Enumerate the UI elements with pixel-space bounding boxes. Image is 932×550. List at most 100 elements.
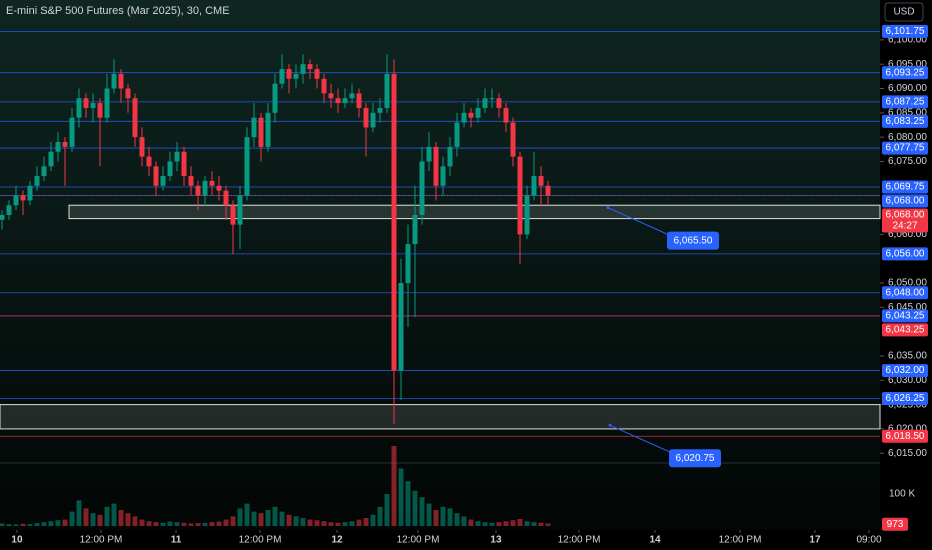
volume-bar — [69, 511, 75, 526]
y-tick-label: 6,020.00 — [888, 424, 927, 435]
volume-bar — [258, 513, 264, 526]
candle-body — [0, 214, 5, 220]
volume-bar — [125, 513, 131, 526]
volume-bar — [391, 446, 397, 526]
plot-background — [0, 0, 880, 530]
volume-bar — [0, 523, 5, 526]
candle-body — [293, 73, 299, 79]
candle-body — [167, 161, 173, 177]
time-axis — [0, 530, 880, 550]
candle-body — [496, 98, 502, 108]
level-label: 6,083.25 — [886, 116, 925, 127]
candle-body — [482, 98, 488, 108]
volume-bar — [524, 521, 530, 526]
volume-bar — [496, 522, 502, 526]
candle-body — [27, 185, 33, 201]
volume-bar — [27, 524, 33, 526]
candle-body — [188, 176, 194, 186]
volume-bar — [349, 521, 355, 526]
volume-bar — [230, 516, 236, 526]
candle-body — [391, 73, 397, 371]
volume-bar — [55, 520, 61, 526]
level-label: 6,056.00 — [886, 248, 925, 259]
level-badge — [882, 392, 928, 406]
y-tick-label: 6,085.00 — [888, 107, 927, 118]
candle-body — [426, 146, 432, 162]
candle-body — [48, 151, 54, 167]
volume-bar — [405, 481, 411, 526]
currency-button[interactable] — [884, 2, 924, 22]
level-label: 6,068.00 — [886, 196, 925, 207]
level-badge — [882, 247, 928, 261]
volume-bar — [475, 521, 481, 526]
volume-tick-label: 100 K — [889, 489, 915, 500]
x-tick-label: 09:00 — [856, 535, 881, 546]
volume-bar — [510, 520, 516, 526]
volume-bar — [6, 524, 12, 526]
y-tick-label: 6,035.00 — [888, 351, 927, 362]
candle-body — [153, 166, 159, 186]
volume-bar — [48, 521, 54, 526]
y-tick-label: 6,030.00 — [888, 375, 927, 386]
candle-body — [216, 185, 222, 191]
candle-body — [342, 98, 348, 104]
x-tick-label: 12:00 PM — [719, 535, 762, 546]
level-label: 6,101.75 — [886, 26, 925, 37]
candle-body — [90, 103, 96, 108]
level-badge — [882, 323, 928, 337]
y-tick-label: 6,095.00 — [888, 59, 927, 70]
candle-body — [405, 244, 411, 284]
candle-body — [69, 117, 75, 147]
volume-bar — [272, 506, 278, 526]
candle-body — [174, 151, 180, 162]
volume-bar — [251, 511, 257, 526]
candle-body — [146, 156, 152, 167]
candle-body — [244, 137, 250, 196]
level-badge — [882, 194, 928, 208]
level-label: 6,043.25 — [886, 325, 925, 336]
y-tick-label: 6,045.00 — [888, 302, 927, 313]
level-label: 6,077.75 — [886, 143, 925, 154]
level-badge — [882, 429, 928, 443]
countdown: 24:27 — [892, 221, 917, 232]
current-price-badge — [882, 208, 928, 233]
volume-bar — [426, 503, 432, 526]
candle-body — [370, 112, 376, 128]
level-badge — [882, 309, 928, 323]
candle-body — [104, 88, 110, 118]
level-label: 6,018.50 — [886, 431, 925, 442]
candle-body — [335, 98, 341, 104]
candle-body — [377, 107, 383, 113]
volume-bar — [433, 510, 439, 526]
volume-bar — [328, 522, 334, 526]
candle-body — [202, 180, 208, 196]
volume-bar — [440, 506, 446, 526]
candle-body — [510, 122, 516, 157]
candle-body — [307, 64, 313, 70]
volume-bar — [132, 516, 138, 526]
candle-body — [83, 98, 89, 108]
volume-bar — [356, 519, 362, 526]
candle-body — [272, 83, 278, 113]
y-tick-label: 6,015.00 — [888, 448, 927, 459]
y-tick-label: 6,075.00 — [888, 156, 927, 167]
y-tick-label: 6,080.00 — [888, 132, 927, 143]
volume-bar — [111, 503, 117, 526]
candle-body — [454, 122, 460, 147]
x-tick-label: 14 — [649, 535, 661, 546]
candle-body — [517, 156, 523, 235]
candle-body — [62, 142, 68, 147]
callout-badge — [669, 449, 722, 468]
level-badge — [882, 286, 928, 300]
y-tick-label: 6,100.00 — [888, 35, 927, 46]
volume-bar — [76, 500, 82, 526]
volume-bar — [531, 522, 537, 526]
candle-body — [419, 161, 425, 215]
candle-body — [6, 205, 12, 215]
candle-body — [447, 146, 453, 167]
volume-bar — [419, 497, 425, 526]
currency-label[interactable]: USD — [893, 7, 914, 18]
candle-body — [286, 69, 292, 79]
candle-body — [279, 69, 285, 84]
level-badge — [882, 180, 928, 194]
